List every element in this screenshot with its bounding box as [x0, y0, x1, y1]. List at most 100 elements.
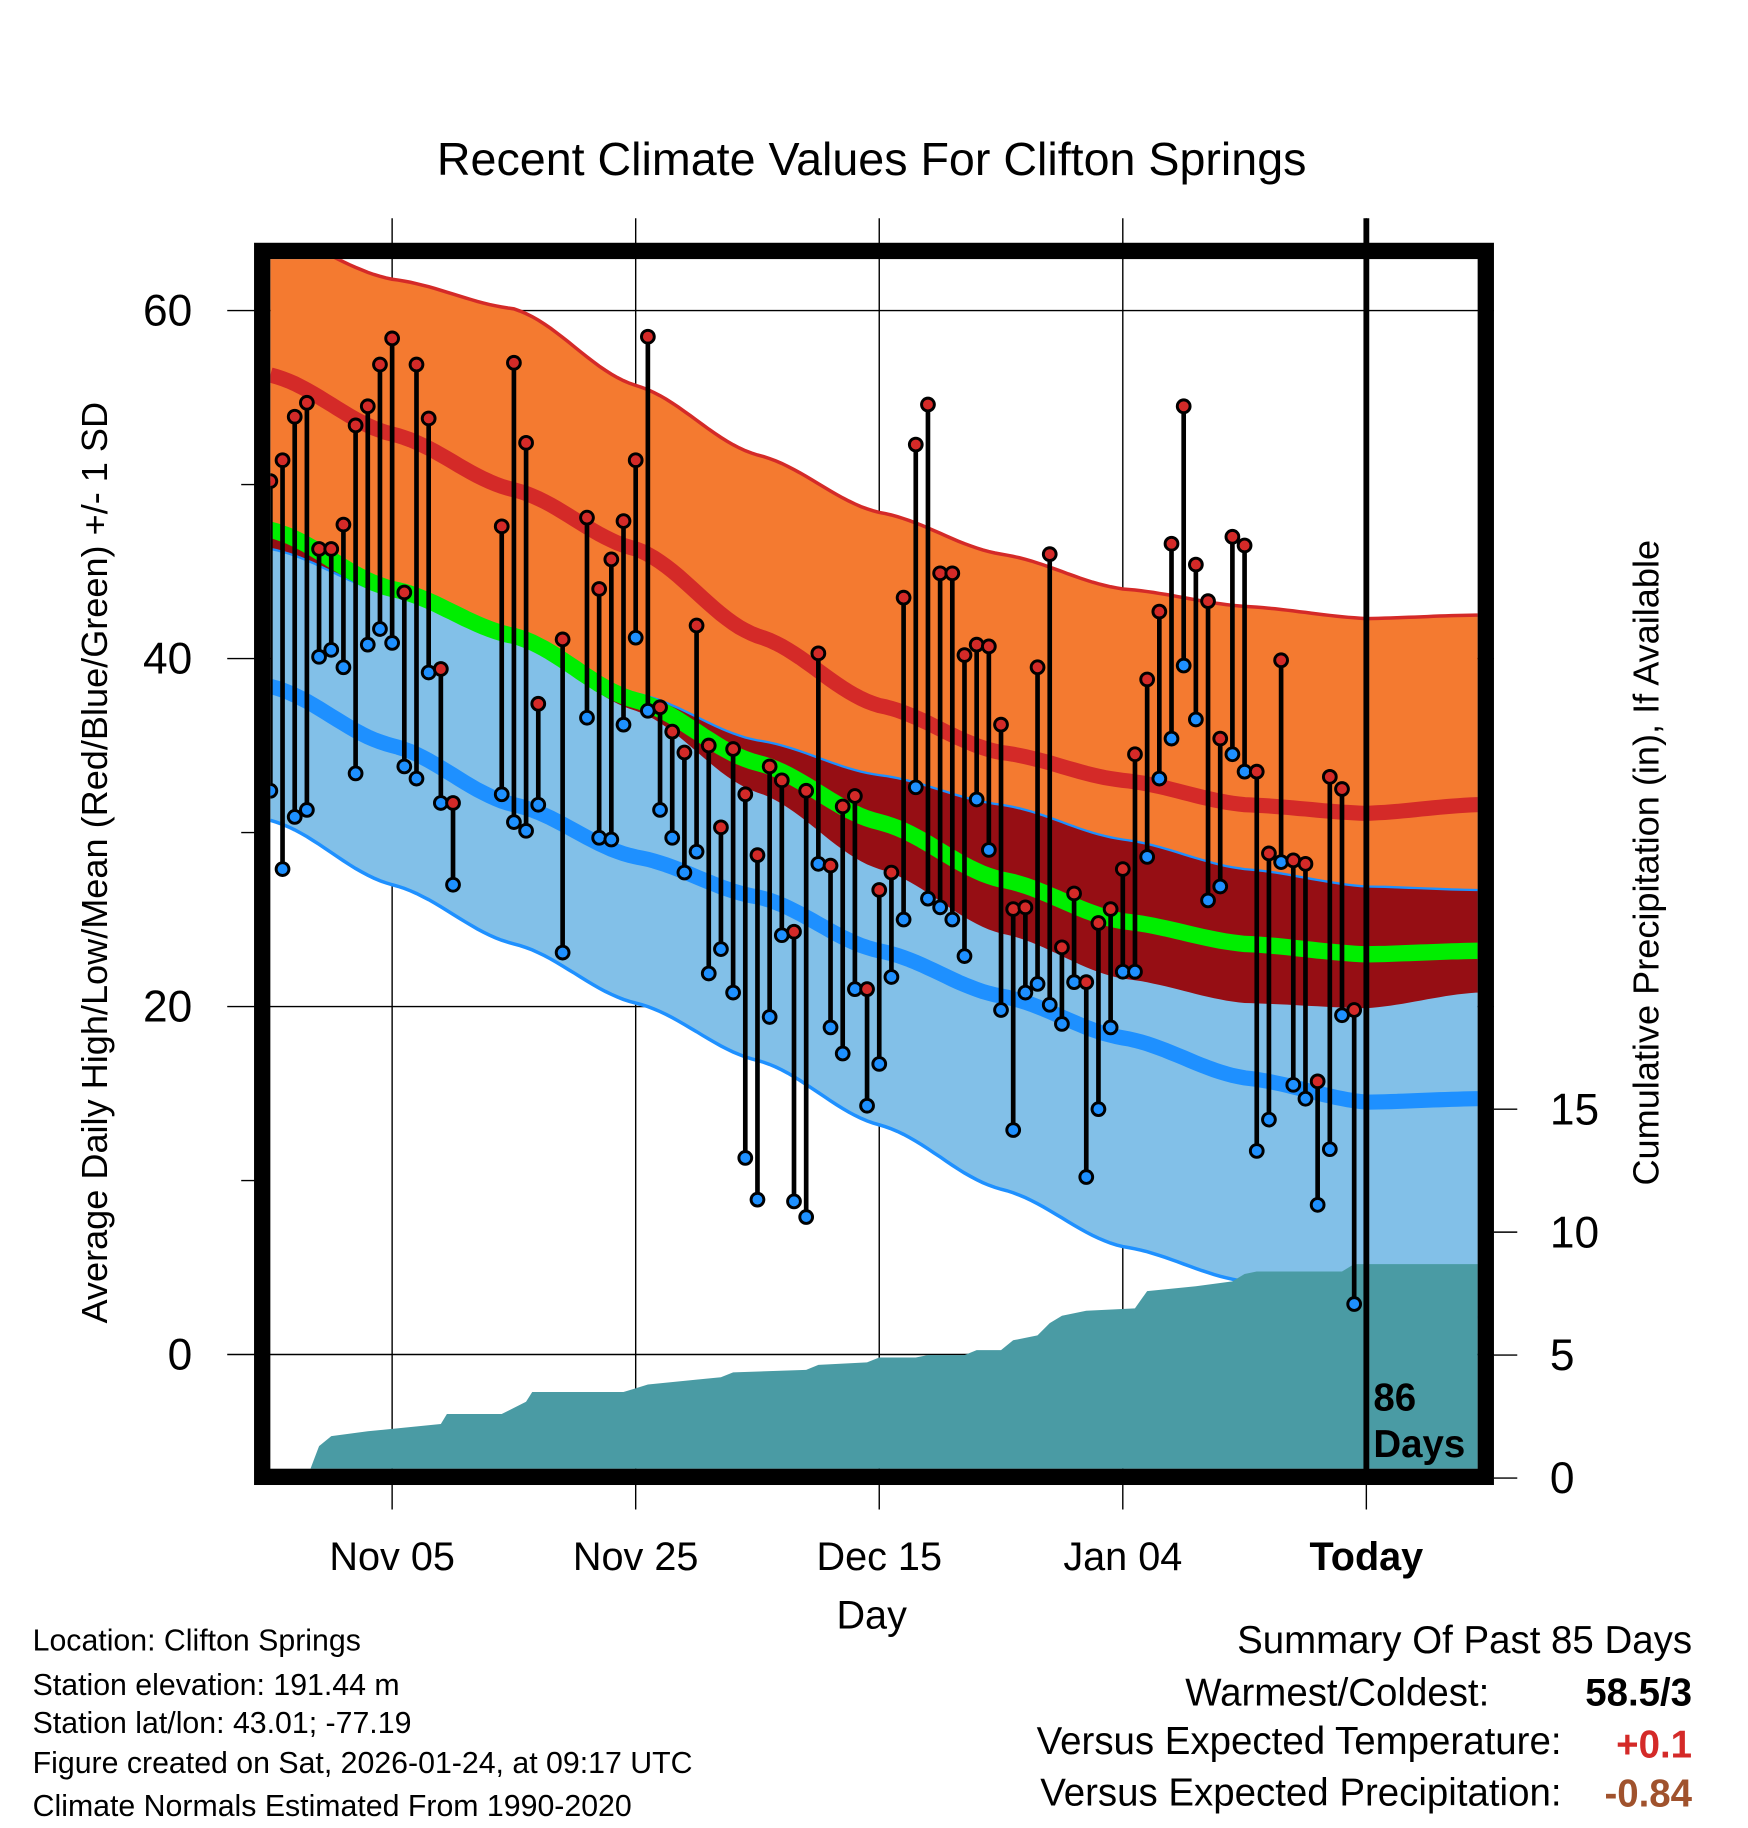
daily-high-point [591, 581, 608, 597]
low-sd-band [270, 548, 1478, 1318]
daily-low-point [384, 635, 401, 651]
x-tick-label: Dec 15 [816, 1535, 942, 1579]
daily-high-point [993, 716, 1009, 733]
daily-high-point [554, 631, 571, 648]
y-tick-label: 0 [168, 1331, 193, 1380]
precip-area [310, 1264, 1478, 1469]
daily-low-point [1346, 1296, 1363, 1312]
low-mean-line [270, 679, 1478, 1110]
y-tick-label: 60 [143, 287, 192, 336]
daily-high-point [1175, 398, 1192, 415]
daily-low-point [1090, 1101, 1107, 1118]
daily-low-point [932, 899, 948, 916]
daily-high-point [1236, 537, 1253, 554]
daily-low-point [956, 948, 973, 964]
y2-axis-label: Cumulative Precipitation (in), If Availa… [1625, 540, 1666, 1186]
daily-high-point [445, 795, 461, 811]
daily-high-point [1212, 730, 1229, 747]
daily-low-point [396, 758, 413, 775]
daily-low-point [1163, 730, 1180, 747]
daily-high-point [786, 923, 802, 940]
daily-low-point [615, 716, 632, 733]
daily-high-point [1054, 939, 1070, 956]
daily-high-point [968, 636, 985, 653]
daily-high-point [773, 772, 790, 789]
summary: Summary Of Past 85 Days Warmest/Coldest:… [1037, 1619, 1693, 1816]
daily-high-point [359, 398, 376, 415]
daily-high-point [299, 394, 315, 411]
daily-low-point [1151, 770, 1168, 787]
location-text: Location: Clifton Springs [33, 1624, 361, 1657]
today-days-label: Days [1373, 1423, 1465, 1466]
x-tick-label: Jan 04 [1063, 1535, 1182, 1579]
daily-low-point [1212, 878, 1229, 895]
daily-high-point [907, 436, 924, 453]
y-axis-label: Average Daily High/Low/Mean (Red/Blue/Gr… [74, 402, 115, 1324]
daily-high-point [518, 434, 534, 451]
daily-high-point [920, 396, 936, 413]
daily-low-point [627, 629, 644, 646]
daily-low-point [408, 770, 425, 787]
daily-low-point [1054, 1016, 1070, 1032]
daily-low-point [591, 829, 608, 846]
daily-high-point [1334, 781, 1350, 797]
daily-high-point [834, 798, 851, 815]
daily-low-point [270, 782, 279, 799]
daily-high-point [895, 589, 912, 606]
summary-title: Summary Of Past 85 Days [1237, 1619, 1692, 1662]
daily-low-point [445, 876, 461, 893]
daily-low-point [1248, 1143, 1265, 1159]
daily-low-point [883, 969, 900, 985]
daily-low-point [810, 855, 827, 872]
daily-high-point [1187, 556, 1204, 573]
daily-low-point [347, 765, 364, 782]
daily-low-point [676, 864, 693, 881]
daily-high-point [1114, 861, 1131, 877]
daily-low-point [1041, 996, 1058, 1013]
axes: Nov 05 Nov 25 Dec 15 Jan 04 Today 0 20 40 60 0 5 10… [143, 218, 1599, 1579]
daily-low-point [359, 636, 376, 653]
daily-high-point [847, 788, 863, 804]
daily-high-point [956, 647, 973, 663]
daily-high-point [408, 356, 425, 373]
daily-high-point [737, 786, 754, 803]
daily-high-point [822, 857, 839, 874]
precip-label: Versus Expected Precipitation: [1040, 1771, 1561, 1814]
daily-low-point [286, 809, 303, 825]
warm-cold-value: 58.5/3 [1585, 1671, 1692, 1714]
daily-low-point [299, 802, 315, 818]
daily-low-point [834, 1045, 851, 1062]
daily-low-point [664, 829, 681, 846]
daily-high-point [980, 638, 997, 655]
normals-text: Climate Normals Estimated From 1990-2020 [33, 1790, 632, 1823]
daily-high-point [1066, 885, 1082, 902]
chart-title: Recent Climate Values For Clifton Spring… [437, 133, 1307, 185]
daily-high-point [274, 452, 291, 469]
daily-low-point [1273, 854, 1289, 870]
elevation-text: Station elevation: 191.44 m [33, 1669, 400, 1702]
daily-high-point [652, 699, 668, 716]
daily-low-point [530, 796, 547, 813]
temp-value: +0.1 [1616, 1724, 1692, 1767]
daily-low-point [1297, 1090, 1314, 1107]
daily-high-point [761, 758, 778, 775]
daily-low-point [1005, 1122, 1022, 1138]
daily-high-point [493, 518, 510, 535]
daily-high-point [700, 737, 717, 754]
daily-high-point [1017, 899, 1034, 916]
daily-high-point [1297, 855, 1314, 872]
daily-high-point [627, 452, 644, 469]
daily-low-point [786, 1193, 802, 1210]
daily-low-point [579, 709, 595, 726]
daily-high-point [1248, 763, 1265, 780]
high-plus-sd-line [333, 259, 1478, 621]
plot-frame [254, 242, 1494, 1486]
daily-high-point [810, 645, 827, 662]
temp-label: Versus Expected Temperature: [1037, 1720, 1562, 1763]
daily-low-point [1139, 849, 1156, 865]
daily-high-point [286, 408, 303, 425]
daily-high-point [640, 328, 656, 345]
daily-high-point [1163, 535, 1180, 552]
daily-low-point [1017, 984, 1034, 1001]
